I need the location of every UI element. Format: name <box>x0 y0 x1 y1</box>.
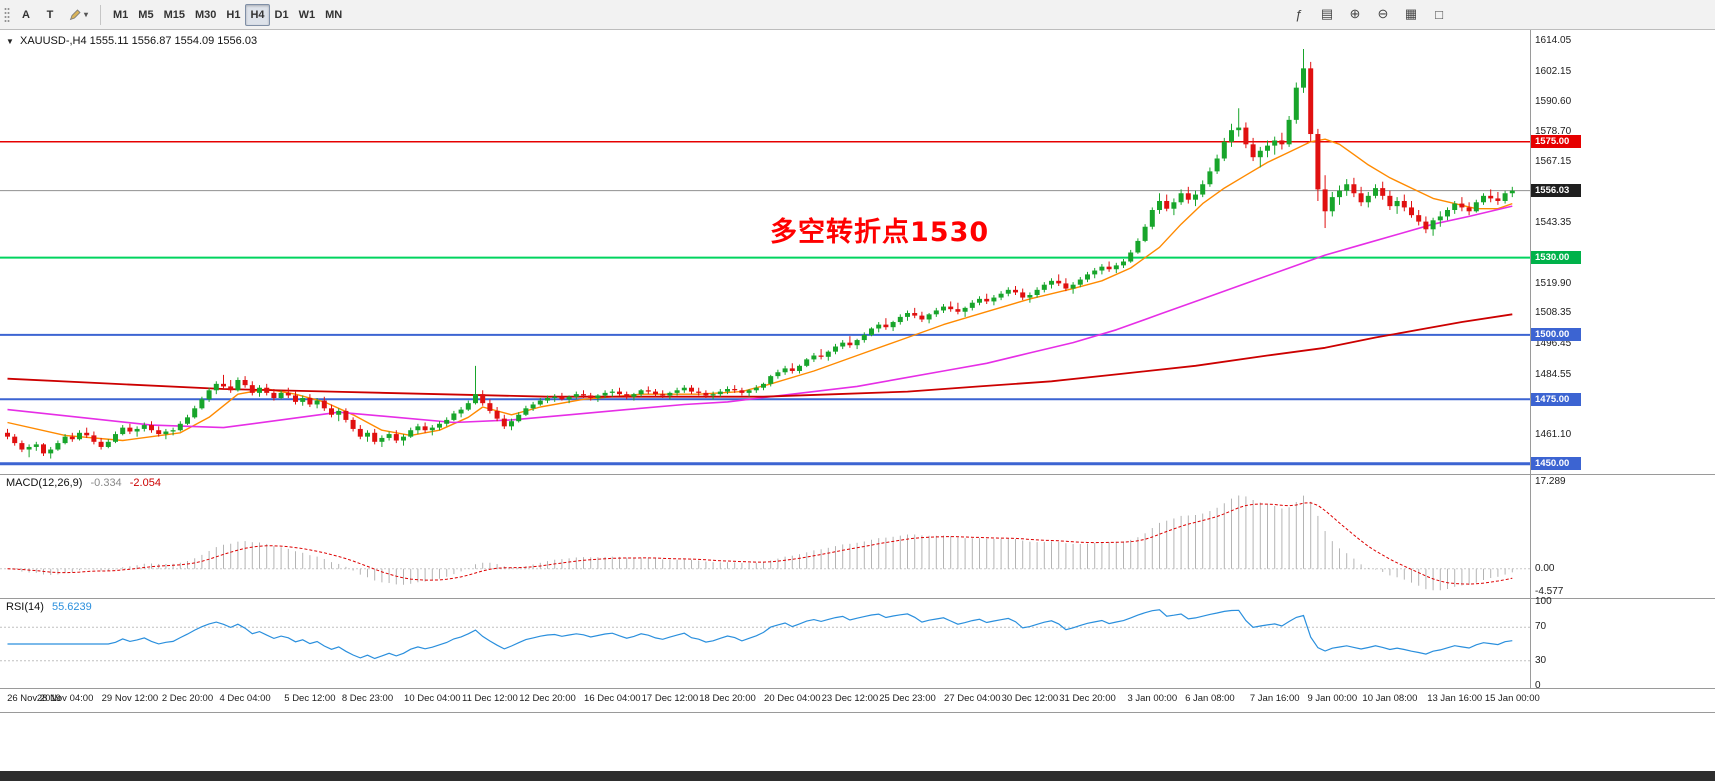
time-label: 11 Dec 12:00 <box>461 693 518 704</box>
price-badge: 1450.00 <box>1531 457 1581 471</box>
rsi-axis-label: 100 <box>1535 596 1552 607</box>
price-tick: 1461.10 <box>1535 429 1572 441</box>
rsi-value: 55.6239 <box>51 601 92 613</box>
timeframe-button-d1[interactable]: D1 <box>270 4 294 26</box>
timeframe-button-w1[interactable]: W1 <box>294 4 321 26</box>
price-badge: 1500.00 <box>1531 328 1581 342</box>
macd-label: MACD(12,26,9) <box>6 477 83 489</box>
rsi-axis-label: 70 <box>1535 621 1547 633</box>
pencil-icon <box>69 8 81 20</box>
price-badge: 1575.00 <box>1531 135 1581 149</box>
timeframe-button-m15[interactable]: M15 <box>159 4 190 26</box>
price-tick: 1508.35 <box>1535 307 1572 319</box>
timeframe-button-m5[interactable]: M5 <box>133 4 158 26</box>
time-label: 13 Jan 16:00 <box>1427 693 1483 704</box>
toolbar-grip-icon[interactable] <box>3 6 11 24</box>
price-badge: 1556.03 <box>1531 184 1581 198</box>
time-label: 2 Dec 20:00 <box>161 693 214 704</box>
time-label: 20 Dec 04:00 <box>764 693 821 704</box>
time-label: 3 Jan 00:00 <box>1127 693 1178 704</box>
time-label: 16 Dec 04:00 <box>584 693 641 704</box>
time-label: 30 Dec 12:00 <box>1001 693 1059 704</box>
chart-symbol-label: XAUUSD-,H4 <box>19 35 87 47</box>
macd-axis-label: 0.00 <box>1535 562 1555 574</box>
price-tick: 1567.15 <box>1535 155 1572 167</box>
macd-axis-label: -4.577 <box>1535 585 1564 597</box>
timeframe-button-h1[interactable]: H1 <box>221 4 245 26</box>
macd-panel-header: MACD(12,26,9) -0.334 -2.054 <box>6 477 161 489</box>
rsi-axis-label: 30 <box>1535 654 1547 666</box>
price-tick: 1484.55 <box>1535 368 1572 380</box>
price-badge: 1475.00 <box>1531 392 1581 406</box>
rsi-label: RSI(14) <box>6 601 44 613</box>
toolbar-right-icons: ƒ ▤ ⊕ ⊖ ▦ □ <box>1288 3 1450 25</box>
price-tick: 1602.15 <box>1535 65 1572 77</box>
indicators-icon[interactable]: ƒ <box>1288 3 1310 25</box>
zoom-out-icon[interactable]: ⊖ <box>1372 3 1394 25</box>
chart-ohlc-values: 1555.11 1556.87 1554.09 1556.03 <box>89 35 258 47</box>
price-badge: 1530.00 <box>1531 251 1581 265</box>
time-label: 29 Nov 12:00 <box>101 693 159 704</box>
fullscreen-icon[interactable]: □ <box>1428 3 1450 25</box>
time-label: 5 Dec 12:00 <box>284 693 336 704</box>
toolbar-separator <box>100 4 102 25</box>
timeframe-button-h4[interactable]: H4 <box>245 3 270 26</box>
time-label: 27 Dec 04:00 <box>944 693 1001 704</box>
timeframe-button-mn[interactable]: MN <box>320 4 347 26</box>
time-label: 15 Jan 00:00 <box>1484 693 1540 704</box>
tile-windows-icon[interactable]: ▦ <box>1400 3 1422 25</box>
grip-dots-icon <box>4 7 10 22</box>
macd-axis-label: 17.289 <box>1535 475 1566 487</box>
text-tool-button[interactable]: T <box>39 4 61 26</box>
time-label: 18 Dec 20:00 <box>699 693 756 704</box>
dropdown-caret-icon: ▾ <box>84 10 89 19</box>
macd-value-signal: -2.054 <box>129 477 161 489</box>
time-label: 26 Nov 2019 <box>7 693 61 704</box>
time-label: 10 Dec 04:00 <box>404 693 461 704</box>
rsi-axis-label: 0 <box>1535 680 1541 691</box>
time-label: 10 Jan 08:00 <box>1362 693 1418 704</box>
toolbar: A T ▾ M1 M5 M15 M30 H1 H4 D1 W1 MN ƒ ▤ ⊕ ⊖ ▦ □ <box>0 0 1715 30</box>
draw-tools-button[interactable]: ▾ <box>63 4 93 26</box>
price-tick: 1496.45 <box>1535 338 1572 350</box>
macd-value-main: -0.334 <box>90 477 122 489</box>
time-label: 8 Dec 23:00 <box>341 693 394 704</box>
zoom-in-icon[interactable]: ⊕ <box>1344 3 1366 25</box>
time-label: 9 Jan 00:00 <box>1307 693 1358 704</box>
price-tick: 1519.90 <box>1535 277 1572 289</box>
rsi-panel-header: RSI(14) 55.6239 <box>6 601 92 613</box>
objects-list-icon[interactable]: ▤ <box>1316 3 1338 25</box>
arrow-tool-button[interactable]: A <box>15 4 37 26</box>
time-label: 7 Jan 16:00 <box>1249 693 1300 704</box>
time-label: 31 Dec 20:00 <box>1059 693 1116 704</box>
time-label: 25 Dec 23:00 <box>879 693 936 704</box>
price-tick: 1614.05 <box>1535 35 1572 47</box>
symbol-collapse-icon[interactable]: ▼ <box>6 37 14 46</box>
time-label: 6 Jan 08:00 <box>1185 693 1235 704</box>
timeframe-group: M1 M5 M15 M30 H1 H4 D1 W1 MN <box>108 3 347 26</box>
price-tick: 1543.35 <box>1535 217 1572 229</box>
price-tick: 1590.60 <box>1535 95 1572 107</box>
time-label: 12 Dec 20:00 <box>519 693 576 704</box>
time-label: 23 Dec 12:00 <box>821 693 879 704</box>
price-tick: 1578.70 <box>1535 126 1572 138</box>
chart-annotation-text[interactable]: 多空转折点1530 <box>770 217 990 248</box>
timeframe-button-m30[interactable]: M30 <box>190 4 221 26</box>
time-label: 4 Dec 04:00 <box>219 693 271 704</box>
bottom-window-strip <box>0 771 1715 781</box>
time-label: 17 Dec 12:00 <box>641 693 699 704</box>
time-label: 28 Nov 04:00 <box>36 693 94 704</box>
timeframe-button-m1[interactable]: M1 <box>108 4 133 26</box>
chart-header: ▼ XAUUSD-,H4 1555.11 1556.87 1554.09 155… <box>6 35 257 47</box>
